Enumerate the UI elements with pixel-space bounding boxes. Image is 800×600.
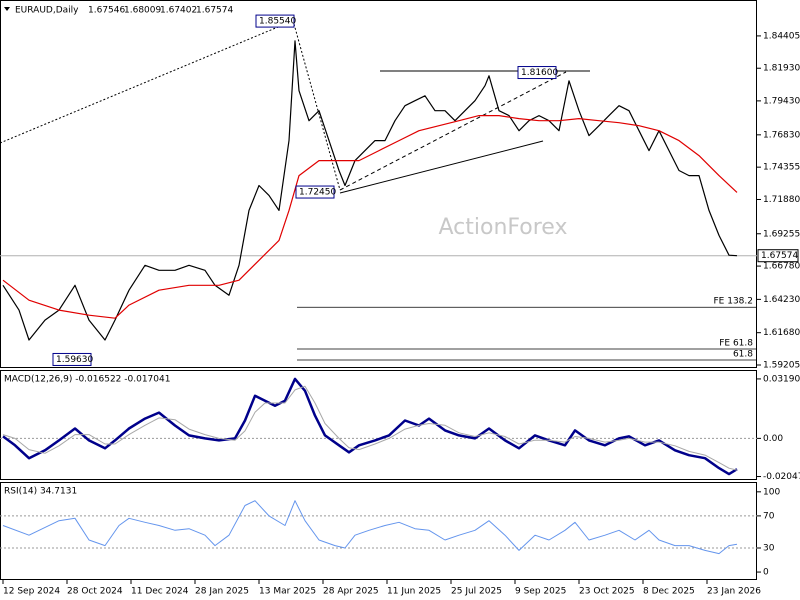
y-tick-label: 1.84405 (763, 31, 800, 41)
y-tick-label: 1.74355 (763, 163, 800, 173)
y-tick-label: 30 (763, 543, 775, 553)
x-tick-label: 23 Oct 2025 (579, 587, 635, 597)
price-annotation-box (52, 352, 92, 366)
x-tick-label: 11 Dec 2024 (131, 587, 189, 597)
fib-label: FE 138.2 (714, 297, 754, 307)
indicator-title: MACD(12,26,9) -0.016522 -0.017041 (4, 375, 170, 385)
price-annotation: 1.85540 (259, 17, 296, 27)
macd-panel (0, 370, 757, 480)
last-price-box (757, 249, 799, 263)
symbol-title: EURAUD,Daily (15, 6, 79, 16)
y-tick-label: 1.69255 (763, 229, 800, 239)
price-annotation-box (255, 14, 295, 28)
price-panel (0, 0, 757, 368)
ohlc-value: 1.68009 (124, 6, 161, 16)
watermark: ActionForex (439, 215, 568, 240)
x-tick-label: 12 Sep 2024 (3, 587, 60, 597)
y-tick-label: 1.79430 (763, 96, 800, 106)
y-tick-label: 0 (763, 568, 769, 578)
trend-line (339, 140, 544, 194)
indicator-title: RSI(14) 34.7131 (4, 487, 77, 497)
x-tick-label: 28 Jan 2025 (195, 587, 249, 597)
x-tick-label: 28 Apr 2025 (323, 587, 379, 597)
y-tick-label: 1.59205 (763, 361, 800, 371)
price-annotation: 1.59630 (56, 355, 93, 365)
price-annotation: 1.81600 (521, 68, 558, 78)
y-tick-label: 1.61680 (763, 328, 800, 338)
x-tick-label: 28 Oct 2024 (67, 587, 123, 597)
y-tick-label: 1.76830 (763, 130, 800, 140)
price-annotation-box (517, 66, 557, 80)
y-tick-label: 1.71880 (763, 195, 800, 205)
series-line (2, 40, 738, 341)
y-tick-label: 0.031907 (763, 374, 800, 384)
channel-line (339, 71, 567, 191)
x-tick-label: 23 Jan 2026 (707, 587, 761, 597)
series-line (2, 115, 738, 319)
ohlc-value: 1.67402 (160, 6, 197, 16)
y-tick-label: 1.66780 (763, 262, 800, 272)
x-tick-label: 8 Dec 2025 (643, 587, 695, 597)
menu-arrow (4, 7, 10, 11)
x-tick-label: 9 Sep 2025 (515, 587, 566, 597)
series-line (2, 385, 738, 471)
price-annotation: 1.72450 (299, 188, 336, 198)
last-price-label: 1.67574 (761, 251, 798, 261)
fib-label: 61.8 (733, 349, 753, 359)
y-tick-label: 70 (763, 511, 775, 521)
ohlc-value: 1.67574 (196, 6, 233, 16)
y-tick-label: 1.81930 (763, 64, 800, 74)
x-tick-label: 13 Mar 2025 (259, 587, 316, 597)
series-line (2, 500, 738, 555)
trend-line (293, 23, 341, 191)
x-tick-label: 11 Jun 2025 (387, 587, 441, 597)
x-tick-label: 25 Jul 2025 (451, 587, 502, 597)
y-tick-label: 1.64230 (763, 295, 800, 305)
y-tick-label: 0.00 (763, 434, 783, 444)
rsi-panel (0, 482, 757, 580)
ohlc-value: 1.67546 (88, 6, 125, 16)
y-tick-label: 100 (763, 487, 780, 497)
trend-line (0, 21, 291, 144)
price-annotation-box (295, 185, 335, 199)
y-tick-label: -0.020479 (763, 472, 800, 482)
fib-label: FE 61.8 (719, 339, 753, 349)
